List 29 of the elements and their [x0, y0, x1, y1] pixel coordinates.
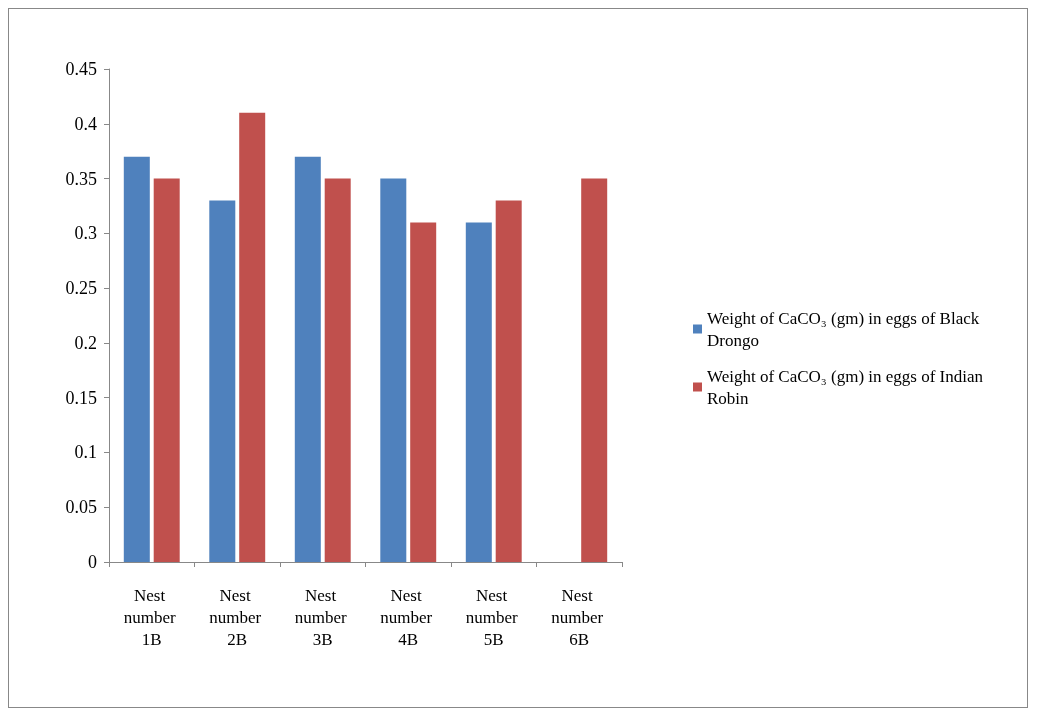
x-tick-label: Nest number 1B	[123, 585, 180, 649]
y-tick-label: 0.2	[74, 332, 97, 353]
bar	[581, 178, 608, 562]
y-tick-label: 0.1	[74, 442, 97, 463]
y-tick-label: 0.45	[65, 59, 97, 79]
legend-label: Weight of CaCO₃ (gm) in eggs of Indian Robin	[707, 366, 988, 408]
bar	[209, 200, 236, 562]
bar	[410, 222, 437, 562]
y-tick-label: 0.35	[65, 168, 97, 189]
y-tick-label: 0.05	[65, 497, 97, 518]
legend-label: Weight of CaCO₃ (gm) in eggs of Black Drongo	[707, 308, 984, 350]
bar	[380, 178, 407, 562]
y-tick-label: 0.4	[74, 113, 97, 134]
y-tick-label: 0.3	[74, 223, 97, 244]
bar	[465, 222, 492, 562]
y-tick-label: 0.25	[65, 278, 97, 299]
x-tick-label: Nest number 2B	[209, 585, 266, 649]
bar	[153, 178, 180, 562]
bar	[294, 156, 321, 562]
x-tick-label: Nest number 5B	[465, 585, 522, 649]
bar	[239, 112, 266, 562]
x-tick-label: Nest number 3B	[294, 585, 351, 649]
x-tick-label: Nest number 4B	[380, 585, 437, 649]
x-tick-label: Nest number 6B	[551, 585, 608, 649]
bar	[324, 178, 351, 562]
bar	[123, 156, 150, 562]
y-tick-label: 0.15	[65, 387, 97, 408]
bar	[495, 200, 522, 562]
y-tick-label: 0	[88, 552, 97, 572]
